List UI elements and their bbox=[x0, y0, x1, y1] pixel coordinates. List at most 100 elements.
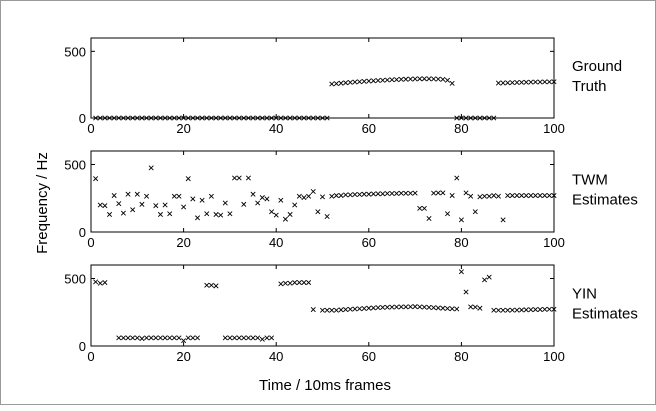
data-point bbox=[222, 115, 228, 121]
data-point bbox=[245, 335, 251, 341]
data-point bbox=[269, 335, 275, 341]
data-point bbox=[153, 115, 159, 121]
data-point bbox=[366, 305, 372, 311]
data-point bbox=[486, 115, 492, 121]
x-axis-label: Time / 10ms frames bbox=[259, 377, 391, 394]
data-point bbox=[426, 76, 432, 82]
data-point bbox=[537, 307, 543, 313]
data-point bbox=[208, 115, 214, 121]
data-point bbox=[431, 305, 437, 311]
data-point bbox=[181, 115, 187, 121]
axes-frame bbox=[90, 150, 555, 233]
data-point bbox=[236, 115, 242, 121]
data-point bbox=[500, 307, 506, 313]
data-point bbox=[120, 115, 126, 121]
data-point bbox=[495, 193, 501, 199]
data-point bbox=[250, 191, 256, 197]
data-point bbox=[435, 190, 441, 196]
data-point bbox=[352, 191, 358, 197]
data-point bbox=[148, 115, 154, 121]
data-point bbox=[417, 76, 423, 82]
data-point bbox=[421, 304, 427, 310]
data-point bbox=[111, 193, 117, 199]
data-point bbox=[324, 307, 330, 313]
data-point bbox=[194, 215, 201, 221]
data-point bbox=[144, 193, 150, 199]
data-point bbox=[315, 209, 321, 215]
x-tick-label: 20 bbox=[176, 349, 190, 364]
data-point bbox=[250, 335, 256, 341]
data-point bbox=[519, 193, 525, 199]
data-point bbox=[509, 193, 515, 199]
data-point bbox=[171, 193, 177, 199]
data-point bbox=[361, 191, 367, 197]
data-point bbox=[120, 335, 126, 341]
data-point bbox=[449, 306, 455, 312]
data-point bbox=[204, 115, 210, 121]
data-point bbox=[282, 280, 288, 286]
x-tick-label: 20 bbox=[176, 235, 190, 250]
data-point bbox=[347, 306, 353, 312]
x-tick-label: 100 bbox=[543, 121, 565, 136]
data-point bbox=[296, 115, 302, 121]
data-point bbox=[162, 115, 168, 121]
data-point bbox=[463, 115, 469, 121]
data-point bbox=[130, 115, 136, 121]
x-tick-label: 60 bbox=[362, 121, 376, 136]
data-point bbox=[208, 193, 214, 199]
data-point bbox=[407, 304, 413, 310]
x-tick-label: 40 bbox=[269, 349, 283, 364]
data-point bbox=[482, 277, 488, 283]
data-point bbox=[116, 335, 122, 341]
data-point bbox=[366, 78, 372, 84]
data-point bbox=[542, 79, 548, 85]
data-point bbox=[278, 281, 284, 287]
data-point bbox=[495, 80, 501, 86]
data-point bbox=[440, 305, 446, 311]
data-point bbox=[282, 115, 288, 121]
data-point bbox=[199, 115, 205, 121]
data-point bbox=[296, 280, 302, 286]
data-point bbox=[509, 307, 515, 313]
data-point bbox=[394, 77, 400, 83]
data-point bbox=[491, 307, 497, 313]
data-point bbox=[343, 80, 349, 86]
data-point bbox=[194, 115, 201, 121]
data-point bbox=[444, 77, 451, 83]
data-point bbox=[523, 307, 529, 313]
data-point bbox=[306, 280, 312, 286]
data-point bbox=[227, 335, 233, 341]
data-point bbox=[357, 79, 363, 85]
data-point bbox=[477, 194, 483, 200]
data-point bbox=[171, 335, 177, 341]
panel-title-line: Estimates bbox=[572, 306, 638, 323]
data-point bbox=[139, 201, 145, 207]
data-point bbox=[357, 191, 363, 197]
data-point bbox=[468, 115, 474, 121]
data-point bbox=[431, 76, 437, 82]
data-point bbox=[97, 115, 103, 121]
data-point bbox=[97, 280, 103, 286]
data-point bbox=[431, 190, 437, 196]
data-point bbox=[157, 211, 163, 217]
data-point bbox=[338, 307, 344, 313]
data-point bbox=[398, 76, 404, 82]
x-tick-label: 100 bbox=[543, 349, 565, 364]
data-point bbox=[102, 203, 108, 209]
data-point bbox=[107, 115, 113, 121]
data-point bbox=[440, 190, 446, 196]
data-point bbox=[269, 115, 275, 121]
data-point bbox=[255, 115, 261, 121]
data-point bbox=[111, 115, 117, 121]
data-point bbox=[412, 76, 418, 82]
data-point bbox=[380, 77, 386, 83]
data-point bbox=[482, 115, 488, 121]
data-point bbox=[440, 76, 446, 82]
data-point bbox=[458, 217, 464, 223]
data-point bbox=[361, 78, 367, 84]
y-tick-label: 0 bbox=[79, 111, 86, 126]
data-point bbox=[306, 193, 312, 199]
data-point bbox=[394, 304, 400, 310]
data-point bbox=[259, 115, 265, 121]
